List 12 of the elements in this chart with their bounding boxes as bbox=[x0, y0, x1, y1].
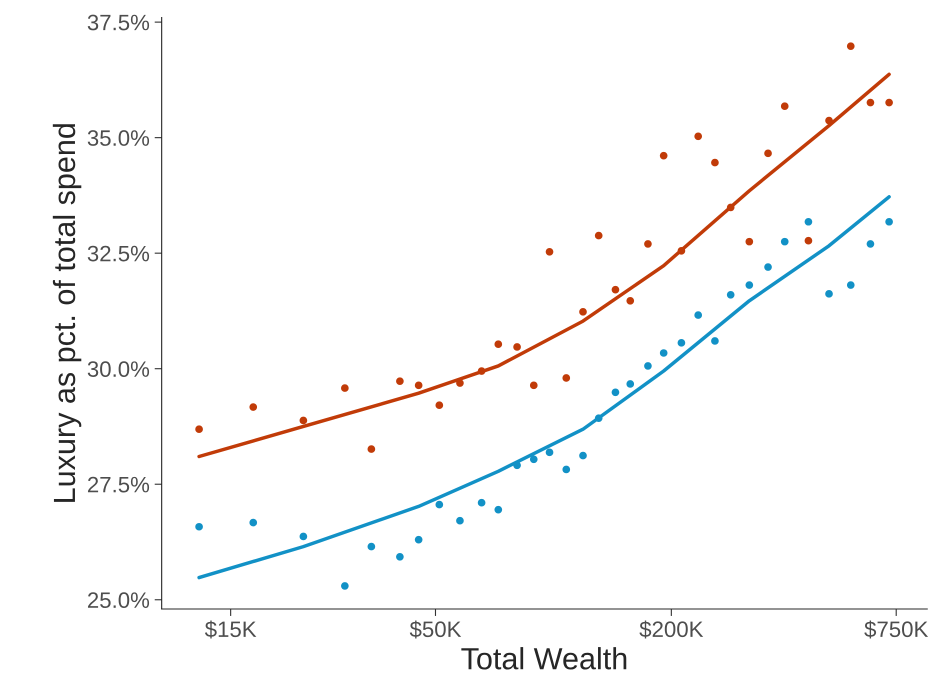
x-tick-label: $15K bbox=[204, 620, 256, 638]
y-tick-label: 27.5% bbox=[88, 476, 150, 492]
y-tick-label: 30.0% bbox=[88, 361, 150, 377]
x-axis-title: Total Wealth bbox=[461, 647, 626, 670]
y-tick-label: 32.5% bbox=[88, 246, 150, 262]
y-tick-label: 35.0% bbox=[88, 130, 150, 146]
y-tick-label: 37.5% bbox=[88, 14, 150, 30]
x-tick-label: $50K bbox=[410, 620, 462, 638]
x-tick-label: $750K bbox=[864, 620, 928, 638]
x-tick-label: $200K bbox=[639, 620, 704, 638]
y-tick-label: 25.0% bbox=[88, 592, 150, 608]
y-axis-title: Luxury as pct. of total spend bbox=[52, 124, 82, 502]
